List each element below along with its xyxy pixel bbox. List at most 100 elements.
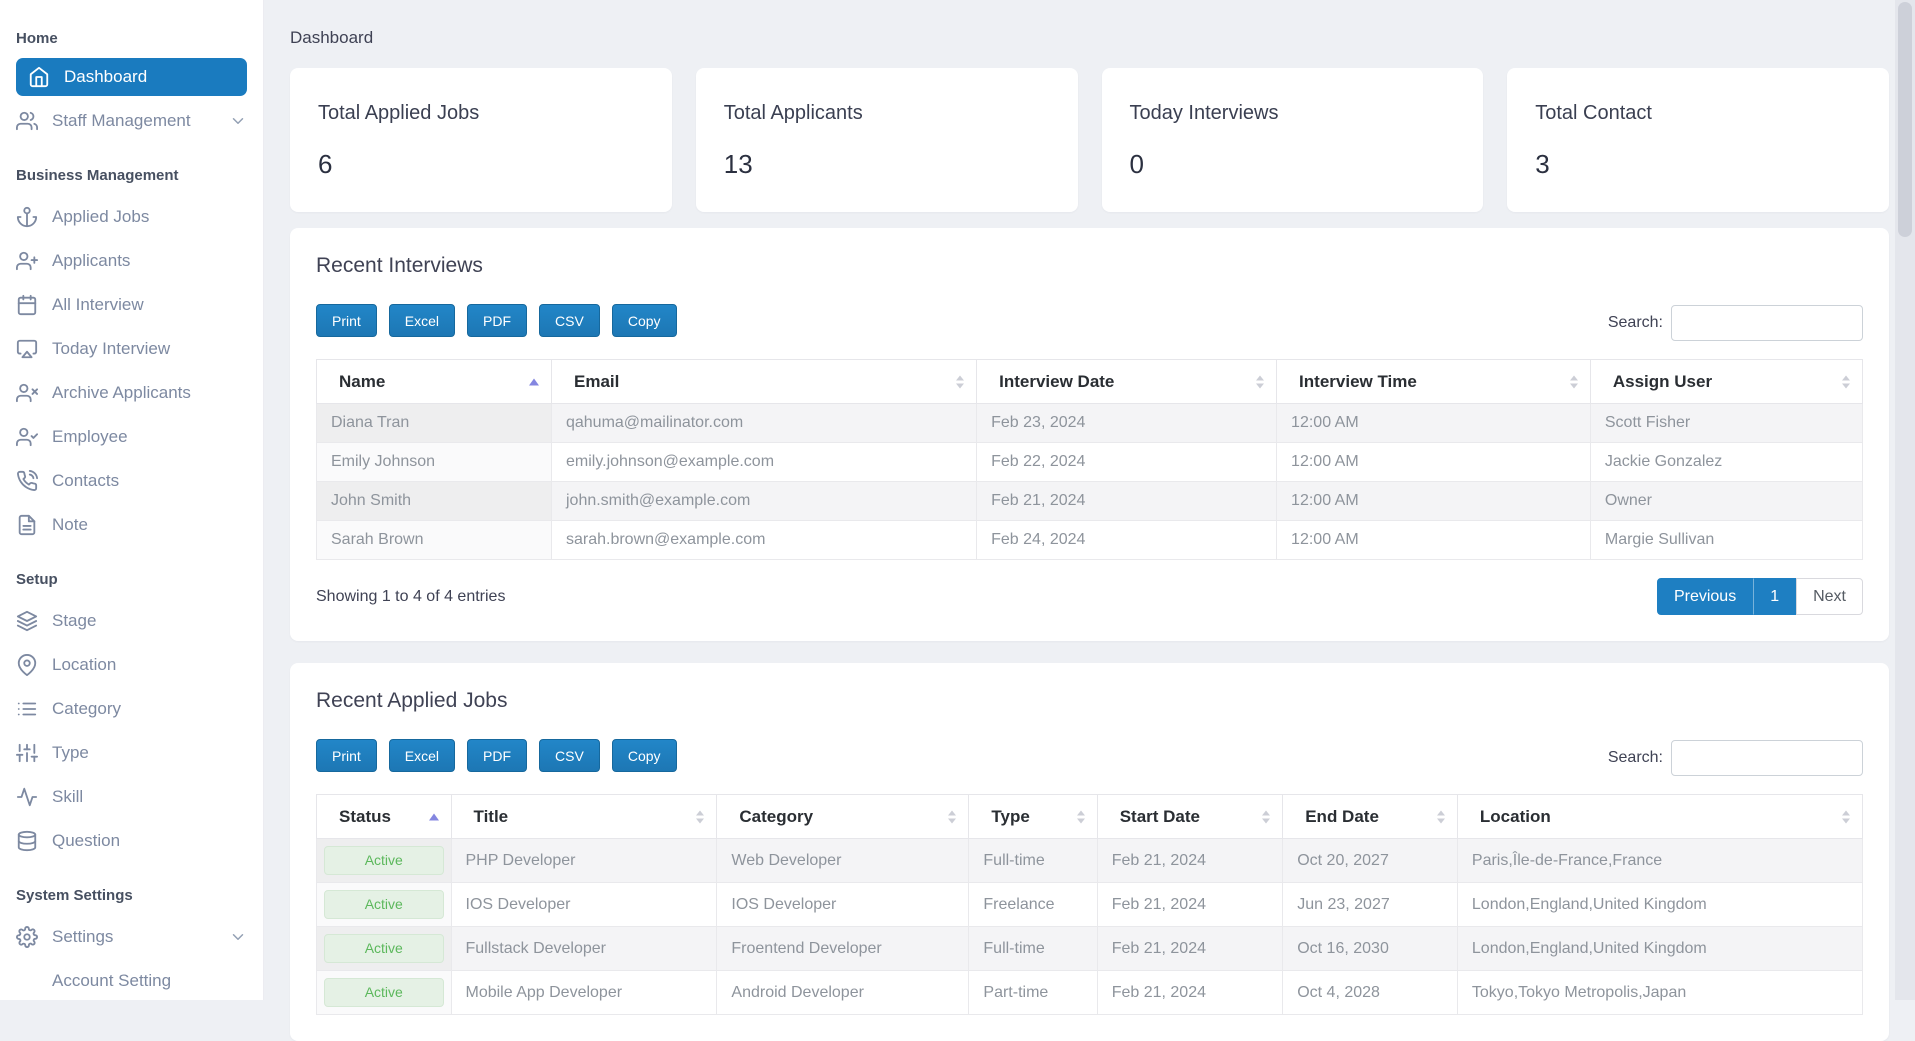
column-header-start-date[interactable]: Start Date bbox=[1096, 794, 1284, 839]
column-header-type[interactable]: Type bbox=[968, 794, 1098, 839]
column-header-interview-date[interactable]: Interview Date bbox=[976, 359, 1278, 404]
sidebar-item-today-interview[interactable]: Today Interview bbox=[0, 327, 263, 371]
sidebar-item-location[interactable]: Location bbox=[0, 643, 263, 687]
column-header-label: Status bbox=[339, 806, 391, 826]
stat-card-today-interviews: Today Interviews 0 bbox=[1101, 68, 1484, 212]
pdf-button[interactable]: PDF bbox=[467, 739, 528, 772]
sort-both-icon bbox=[956, 375, 965, 388]
scrollbar[interactable] bbox=[1895, 0, 1915, 1000]
table-cell: Feb 21, 2024 bbox=[1096, 838, 1284, 883]
sidebar-item-question[interactable]: Question bbox=[0, 819, 263, 863]
csv-button[interactable]: CSV bbox=[539, 739, 600, 772]
column-header-assign-user[interactable]: Assign User bbox=[1589, 359, 1864, 404]
sidebar-item-applied-jobs[interactable]: Applied Jobs bbox=[0, 195, 263, 239]
page-title: Dashboard bbox=[290, 28, 374, 47]
table-row: Active IOS Developer IOS Developer Freelanc… bbox=[316, 882, 1864, 927]
column-header-category[interactable]: Category bbox=[716, 794, 970, 839]
stat-card-label: Today Interviews bbox=[1129, 102, 1279, 124]
search-input[interactable] bbox=[1671, 305, 1863, 341]
sidebar-item-employee[interactable]: Employee bbox=[0, 415, 263, 459]
sidebar-section-label: Setup bbox=[16, 571, 58, 588]
chevron-down-icon bbox=[229, 112, 247, 130]
sort-both-icon bbox=[1569, 375, 1578, 388]
search-input[interactable] bbox=[1671, 740, 1863, 776]
export-button-group: Print Excel PDF CSV Copy bbox=[316, 739, 677, 772]
table-cell: Scott Fisher bbox=[1589, 403, 1864, 443]
sidebar-item-type[interactable]: Type bbox=[0, 731, 263, 775]
column-header-end-date[interactable]: End Date bbox=[1282, 794, 1458, 839]
sidebar-item-category[interactable]: Category bbox=[0, 687, 263, 731]
airplay-icon bbox=[16, 338, 38, 360]
sort-both-icon bbox=[1842, 375, 1850, 388]
table-cell: 12:00 AM bbox=[1276, 403, 1591, 443]
user-check-icon bbox=[16, 426, 38, 448]
copy-button[interactable]: Copy bbox=[611, 739, 677, 772]
column-header-interview-time[interactable]: Interview Time bbox=[1276, 359, 1591, 404]
showing-entries-text: Showing 1 to 4 of 4 entries bbox=[316, 587, 506, 605]
sort-both-icon bbox=[1262, 810, 1271, 823]
pdf-button[interactable]: PDF bbox=[467, 304, 528, 337]
sidebar-item-dashboard[interactable]: Dashboard bbox=[16, 58, 247, 96]
column-header-email[interactable]: Email bbox=[550, 359, 978, 404]
table-cell: Oct 16, 2030 bbox=[1282, 926, 1458, 971]
applied-jobs-table: Status Title Category Type Start Date End Dat… bbox=[316, 794, 1864, 1015]
sidebar-item-account-setting[interactable]: Account Setting bbox=[0, 959, 263, 1000]
column-header-name[interactable]: Name bbox=[316, 359, 552, 404]
export-button-group: Print Excel PDF CSV Copy bbox=[316, 304, 677, 337]
applied-jobs-toolbar: Print Excel PDF CSV Copy Search: bbox=[316, 739, 1863, 776]
sidebar-item-stage[interactable]: Stage bbox=[0, 599, 263, 643]
calendar-icon bbox=[16, 294, 38, 316]
recent-interviews-title: Recent Interviews bbox=[316, 254, 483, 277]
excel-button[interactable]: Excel bbox=[388, 304, 456, 337]
previous-button[interactable]: Previous bbox=[1656, 578, 1754, 615]
sidebar: Home Dashboard Staff Management Business Ma… bbox=[0, 0, 264, 1000]
csv-button[interactable]: CSV bbox=[539, 304, 600, 337]
table-header-row: Name Email Interview Date Interview Time Ass… bbox=[316, 359, 1864, 404]
status-badge: Active bbox=[324, 934, 444, 963]
table-cell: Oct 20, 2027 bbox=[1282, 838, 1458, 883]
sidebar-item-label: Question bbox=[52, 831, 121, 850]
column-header-title[interactable]: Title bbox=[450, 794, 718, 839]
column-header-location[interactable]: Location bbox=[1456, 794, 1864, 839]
column-header-status[interactable]: Status bbox=[316, 794, 452, 839]
users-icon bbox=[16, 110, 38, 132]
print-button[interactable]: Print bbox=[316, 304, 377, 337]
scrollbar-thumb[interactable] bbox=[1898, 2, 1912, 237]
status-cell: Active bbox=[316, 926, 452, 971]
table-cell: IOS Developer bbox=[716, 882, 970, 927]
table-cell: Part-time bbox=[968, 970, 1098, 1015]
sidebar-item-settings[interactable]: Settings bbox=[0, 915, 263, 959]
page-1-button[interactable]: 1 bbox=[1753, 578, 1797, 615]
applied-jobs-search: Search: bbox=[1608, 740, 1863, 776]
stat-card-label: Total Contact bbox=[1535, 102, 1652, 124]
sidebar-item-label: Skill bbox=[52, 787, 84, 806]
table-cell: Tokyo,Tokyo Metropolis,Japan bbox=[1456, 970, 1864, 1015]
table-cell: Feb 24, 2024 bbox=[976, 520, 1278, 560]
sidebar-item-all-interview[interactable]: All Interview bbox=[0, 283, 263, 327]
sidebar-item-contacts[interactable]: Contacts bbox=[0, 459, 263, 503]
next-button[interactable]: Next bbox=[1796, 578, 1863, 615]
interviews-table: Name Email Interview Date Interview Time Ass… bbox=[316, 359, 1864, 560]
sidebar-item-skill[interactable]: Skill bbox=[0, 775, 263, 819]
print-button[interactable]: Print bbox=[316, 739, 377, 772]
sidebar-item-staff-management[interactable]: Staff Management bbox=[0, 99, 263, 143]
table-row: Emily Johnson emily.johnson@example.com Fe… bbox=[316, 442, 1864, 482]
sidebar-item-label: Contacts bbox=[52, 471, 120, 490]
sidebar-item-label: Dashboard bbox=[64, 67, 148, 86]
excel-button[interactable]: Excel bbox=[388, 739, 456, 772]
stat-card-value: 13 bbox=[723, 149, 753, 179]
layers-icon bbox=[16, 610, 38, 632]
table-cell: 12:00 AM bbox=[1276, 442, 1591, 482]
status-cell: Active bbox=[316, 838, 452, 883]
table-cell: Full-time bbox=[968, 838, 1098, 883]
sidebar-item-label: Staff Management bbox=[52, 111, 191, 130]
interviews-toolbar: Print Excel PDF CSV Copy Search: bbox=[316, 304, 1863, 341]
copy-button[interactable]: Copy bbox=[611, 304, 677, 337]
table-row: Active Mobile App Developer Android Develo… bbox=[316, 970, 1864, 1015]
table-cell: Feb 21, 2024 bbox=[1096, 882, 1284, 927]
interviews-table-footer: Showing 1 to 4 of 4 entries Previous 1 N… bbox=[316, 578, 1863, 615]
sidebar-item-applicants[interactable]: Applicants bbox=[0, 239, 263, 283]
sort-both-icon bbox=[1076, 810, 1085, 823]
sidebar-item-archive-applicants[interactable]: Archive Applicants bbox=[0, 371, 263, 415]
sidebar-item-note[interactable]: Note bbox=[0, 503, 263, 547]
